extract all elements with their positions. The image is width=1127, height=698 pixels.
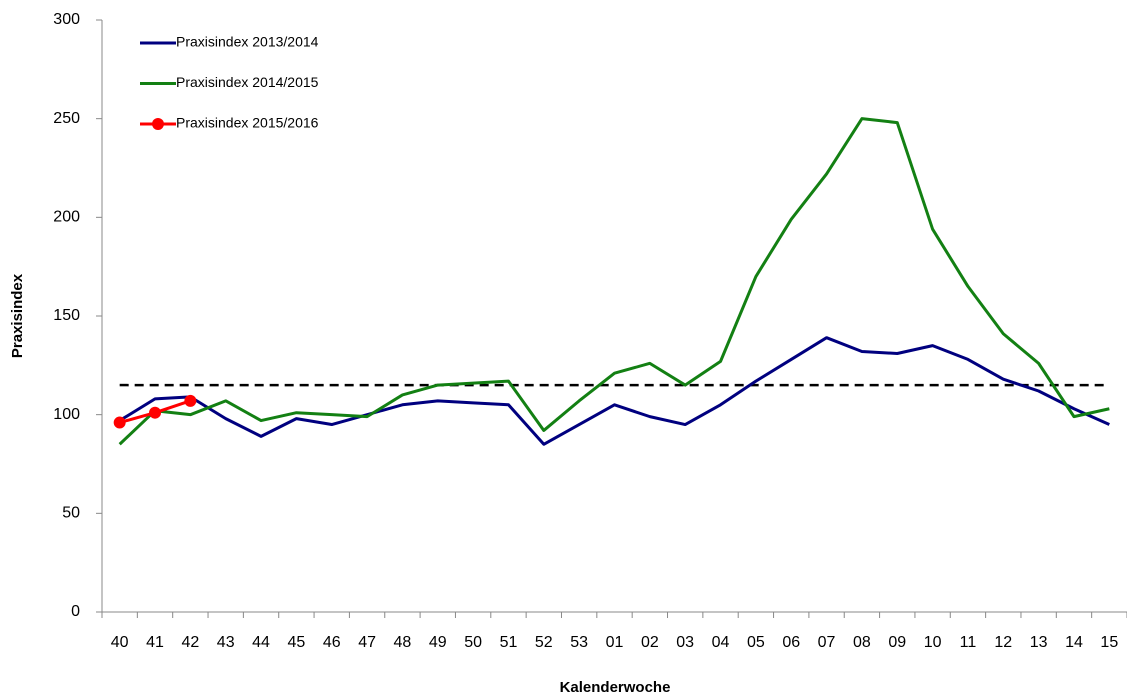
x-tick-label: 02 [641,634,659,651]
legend: Praxisindex 2013/2014 Praxisindex 2014/20… [140,34,319,131]
x-tick-label: 40 [111,634,129,651]
y-axis-title: Praxisindex [9,273,26,358]
x-tick-label: 42 [181,634,199,651]
y-tick-label: 150 [53,307,80,324]
x-tick-label: 49 [429,634,447,651]
y-tick-label: 100 [53,406,80,423]
y-tick-label: 200 [53,209,80,226]
x-tick-label: 07 [818,634,836,651]
y-tick-label: 50 [62,505,80,522]
y-tick-label: 250 [53,110,80,127]
x-tick-label: 09 [888,634,906,651]
x-tick-label: 52 [535,634,553,651]
x-tick-label: 15 [1100,634,1118,651]
point [113,416,126,429]
x-tick-label: 44 [252,634,270,651]
x-tick-label: 05 [747,634,765,651]
legend-label: Praxisindex 2013/2014 [176,34,319,50]
x-tick-label: 01 [606,634,624,651]
point [149,406,162,419]
x-tick-label: 51 [500,634,518,651]
x-tick-label: 11 [960,634,977,651]
series-line [118,336,1110,446]
x-tick-label: 43 [217,634,235,651]
series-line [118,117,1110,446]
y-tick-label: 300 [53,11,80,28]
x-tick-label: 10 [924,634,942,651]
x-tick-label: 03 [676,634,694,651]
x-tick-label: 04 [712,634,730,651]
legend-label: Praxisindex 2015/2016 [176,115,319,131]
x-tick-label: 47 [358,634,376,651]
x-axis-title: Kalenderwoche [560,679,671,696]
y-tick-label: 0 [71,603,80,620]
x-tick-label: 12 [994,634,1012,651]
x-tick-label: 14 [1065,634,1083,651]
point [184,394,197,407]
legend-marker [152,118,164,130]
x-tick-label: 48 [394,634,412,651]
x-tick-label: 13 [1030,634,1048,651]
x-tick-label: 46 [323,634,341,651]
legend-label: Praxisindex 2014/2015 [176,74,319,90]
x-tick-label: 41 [146,634,164,651]
x-tick-label: 45 [287,634,305,651]
x-tick-label: 06 [782,634,800,651]
x-tick-label: 53 [570,634,588,651]
x-tick-label: 08 [853,634,871,651]
x-tick-label: 50 [464,634,482,651]
